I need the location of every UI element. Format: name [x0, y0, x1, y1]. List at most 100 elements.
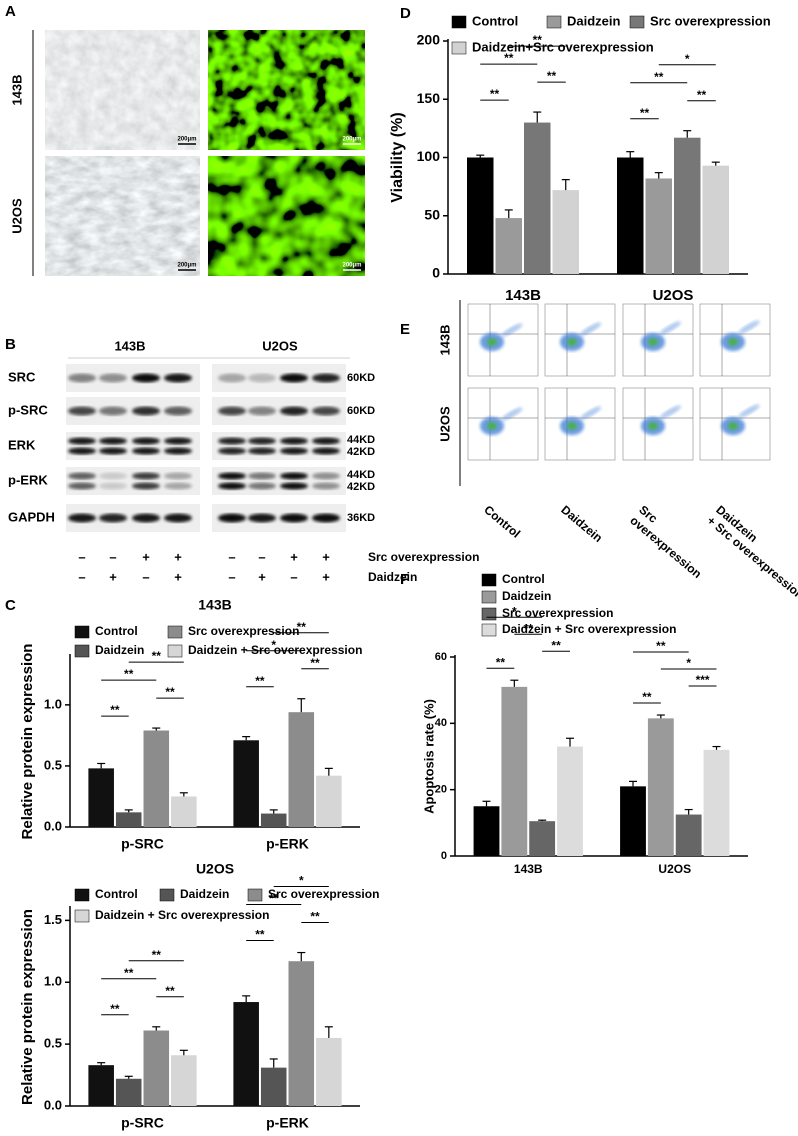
legend-swatch [167, 625, 183, 639]
events-core [567, 422, 577, 430]
significance-label: ** [551, 638, 561, 652]
treatment-label: Src overexpression [368, 550, 479, 564]
blot-strip [66, 467, 200, 495]
y-tick-label: 1.5 [44, 912, 62, 927]
significance-label: * [685, 52, 690, 66]
legend-swatch [451, 15, 467, 29]
blot-strip [66, 432, 200, 460]
legend-swatch [451, 41, 467, 55]
treatment-sign: – [78, 569, 85, 584]
events-tail [659, 321, 681, 335]
bar [557, 746, 583, 856]
significance-label: * [299, 874, 304, 888]
protein-label: ERK [8, 437, 36, 452]
band-size: 60KD [347, 372, 375, 384]
bar [620, 786, 646, 856]
y-tick-label: 20 [435, 784, 447, 796]
band [99, 472, 127, 480]
significance-label: ** [297, 620, 307, 634]
significance-label: * [686, 656, 691, 670]
significance-label: * [512, 604, 517, 618]
band [280, 447, 308, 455]
legend-swatch [167, 644, 183, 658]
treatment-label: Daidzein [368, 570, 417, 584]
scale-bar-label: 200μm [342, 263, 361, 269]
y-tick-label: 100 [417, 148, 441, 164]
protein-label: p-SRC [8, 402, 48, 417]
x-tick-label: U2OS [658, 862, 691, 876]
legend-swatch [74, 888, 90, 902]
band [99, 447, 127, 455]
band [132, 513, 160, 523]
bar [115, 1078, 142, 1106]
legend-label: Control [95, 624, 138, 638]
protein-label: p-ERK [8, 472, 48, 487]
column-label-line: overexpression [627, 513, 704, 581]
band [164, 447, 192, 455]
events-core [648, 338, 658, 346]
band [280, 472, 308, 480]
significance-label: ** [165, 685, 175, 699]
legend-swatch [481, 623, 497, 637]
band [68, 406, 96, 416]
legend-label: Daidzein + Src overexpression [188, 643, 362, 657]
band [280, 513, 308, 523]
band [312, 513, 340, 523]
significance-label: ** [310, 910, 320, 924]
band [218, 437, 246, 445]
x-tick-label: 143B [514, 862, 543, 876]
treatment-sign: – [78, 549, 85, 564]
significance-label: ** [110, 703, 120, 717]
legend-swatch [481, 573, 497, 587]
band [312, 437, 340, 445]
legend-swatch [247, 888, 263, 902]
legend-swatch [481, 607, 497, 621]
y-tick-label: 0.5 [44, 1036, 62, 1051]
x-tick-label: 143B [505, 287, 541, 304]
y-tick-label: 150 [417, 90, 441, 106]
bar [171, 796, 197, 827]
significance-label: *** [696, 673, 710, 687]
bar [529, 821, 556, 856]
events-tail [738, 404, 760, 418]
fluorescence-image [208, 156, 365, 276]
column-label: Control [481, 503, 523, 541]
legend-label: Daidzein [95, 643, 144, 657]
band [218, 406, 246, 416]
significance-label: ** [524, 621, 534, 635]
treatment-sign: + [142, 549, 150, 564]
band [68, 373, 96, 383]
panel-letter: C [5, 597, 16, 614]
scale-bar-label: 200μm [177, 137, 196, 143]
band [218, 513, 246, 523]
blot-strip [212, 432, 346, 460]
treatment-sign: + [258, 569, 266, 584]
significance-label: ** [165, 984, 175, 998]
band [248, 482, 276, 490]
bar [675, 814, 702, 856]
band [99, 482, 127, 490]
band [68, 447, 96, 455]
column-label-line: Daidzein [558, 503, 605, 545]
y-axis-label: Viability (%) [389, 112, 406, 202]
cell-line-label: U2OS [262, 338, 298, 353]
legend-label: Control [502, 572, 545, 586]
significance-label: ** [496, 655, 506, 669]
bar [674, 137, 701, 274]
legend-label: Daidzein [567, 13, 621, 28]
panel-letter: F [400, 571, 409, 588]
significance-label: ** [654, 70, 664, 84]
y-tick-label: 1.0 [44, 974, 62, 989]
y-axis-label: Apoptosis rate (%) [421, 699, 436, 814]
events-core [728, 338, 738, 346]
band-size: 36KD [347, 512, 375, 524]
significance-label: ** [504, 51, 514, 65]
band [218, 447, 246, 455]
protein-label: GAPDH [8, 509, 55, 524]
significance-label: ** [124, 966, 134, 980]
y-tick-label: 60 [435, 651, 447, 663]
band-size: 60KD [347, 405, 375, 417]
bar [495, 218, 522, 274]
brightfield-image [45, 156, 200, 276]
legend-swatch [546, 15, 562, 29]
